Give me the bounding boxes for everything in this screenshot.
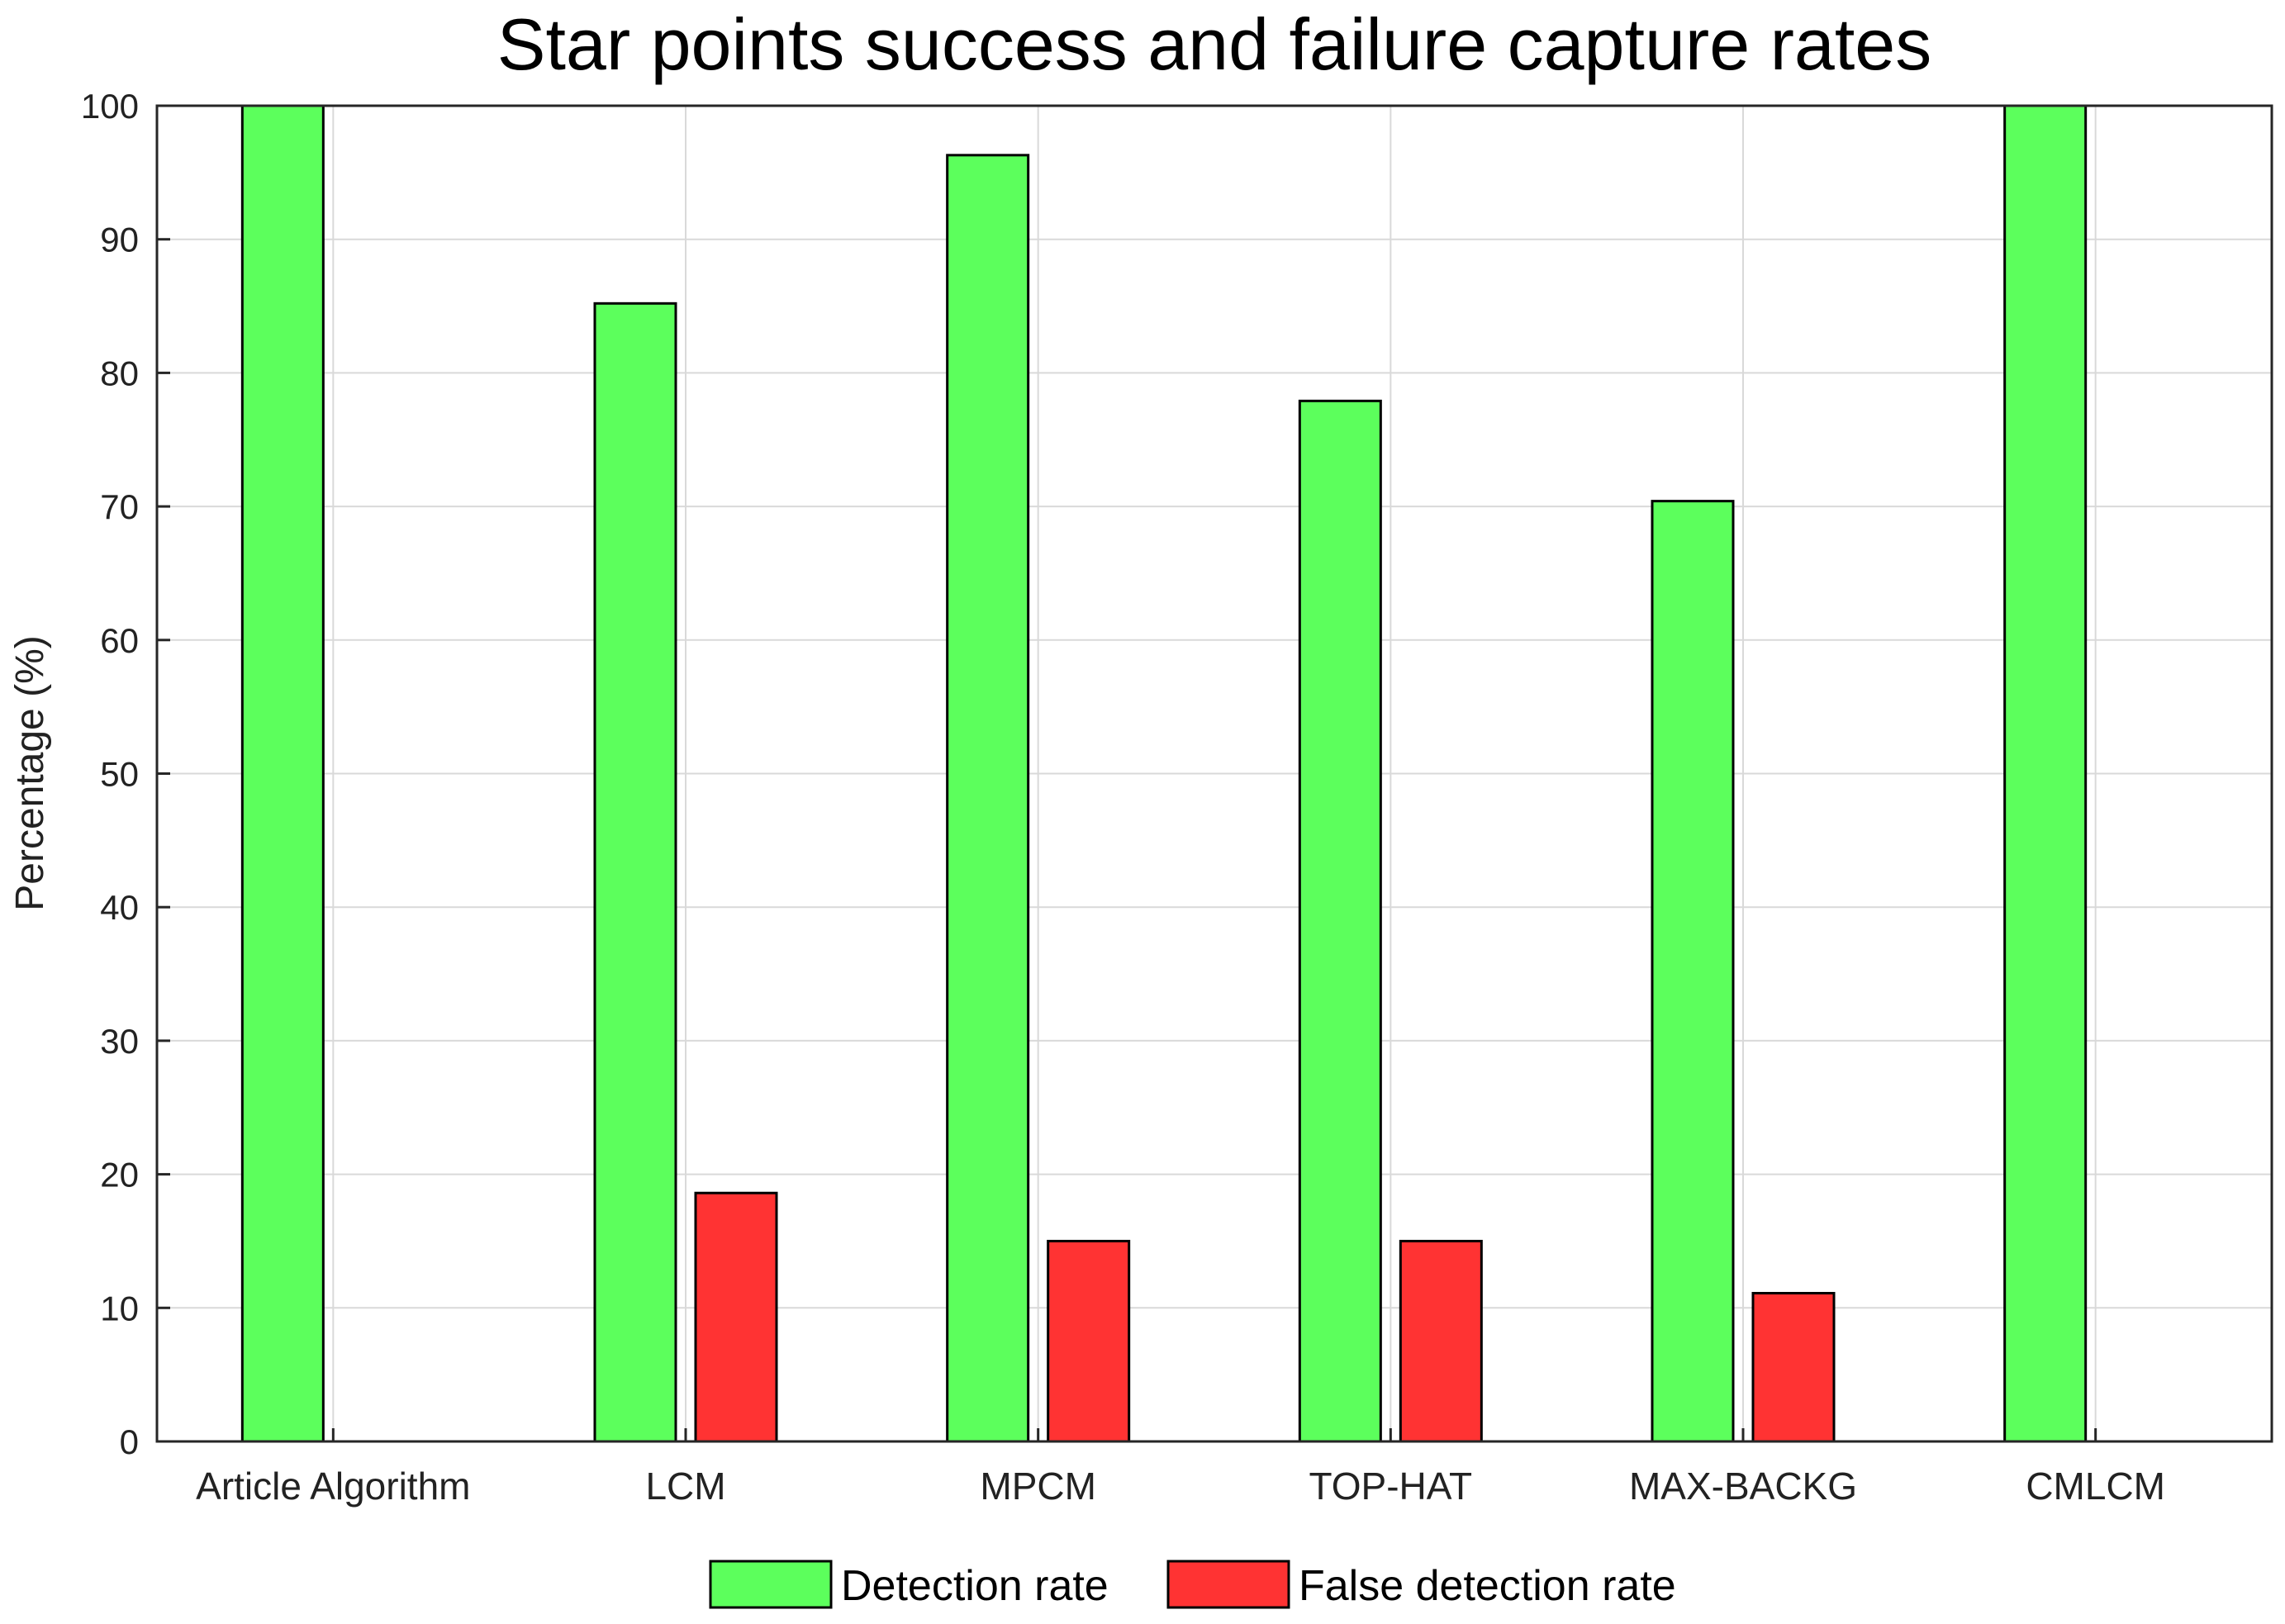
y-tick-label: 100 (81, 87, 139, 126)
bar-detection-rate (946, 154, 1030, 1443)
y-tick-labels: 0 10 20 30 40 50 60 70 80 90 100 (81, 87, 170, 1461)
bar-false-detection-rate (1751, 1292, 1836, 1443)
legend-swatch (709, 1560, 833, 1609)
y-tick-label: 70 (100, 487, 139, 526)
bar-detection-rate (593, 302, 677, 1443)
y-tick-label: 50 (100, 755, 139, 794)
legend-label: Detection rate (841, 1562, 1109, 1610)
x-tick-label: MAX-BACKG (1629, 1465, 1857, 1508)
bar-detection-rate (2003, 104, 2088, 1443)
x-tick-label: TOP-HAT (1309, 1465, 1473, 1508)
y-axis-label: Percentage (%) (8, 635, 52, 911)
bar-detection-rate (1651, 500, 1735, 1443)
y-tick-label: 90 (100, 221, 139, 259)
y-tick-label: 10 (100, 1289, 139, 1327)
y-tick-label: 60 (100, 621, 139, 660)
bar-false-detection-rate (1399, 1239, 1483, 1443)
x-tick-labels: Article Algorithm LCM MPCM TOP-HAT MAX-BACKG… (196, 1428, 2165, 1508)
legend-label: False detection rate (1299, 1562, 1676, 1610)
legend-swatch (1166, 1560, 1290, 1609)
bar-false-detection-rate (1047, 1239, 1131, 1443)
y-tick-label: 30 (100, 1022, 139, 1061)
y-tick-label: 80 (100, 354, 139, 392)
bar-detection-rate (240, 104, 325, 1443)
y-tick-label: 40 (100, 888, 139, 927)
legend: Detection rate False detection rate (701, 1551, 1676, 1617)
legend-box (701, 1551, 1599, 1617)
y-tick-label: 20 (100, 1156, 139, 1194)
x-tick-label: CMLCM (2026, 1465, 2165, 1508)
x-tick-label: LCM (645, 1465, 725, 1508)
x-tick-label: MPCM (980, 1465, 1096, 1508)
bar-false-detection-rate (694, 1191, 778, 1443)
grid-lines (157, 106, 2272, 1441)
bars (240, 104, 2088, 1443)
x-tick-label: Article Algorithm (196, 1465, 470, 1508)
y-tick-label: 0 (120, 1422, 139, 1461)
bar-detection-rate (1298, 399, 1382, 1443)
chart-title: Star points success and failure capture … (497, 3, 1931, 85)
